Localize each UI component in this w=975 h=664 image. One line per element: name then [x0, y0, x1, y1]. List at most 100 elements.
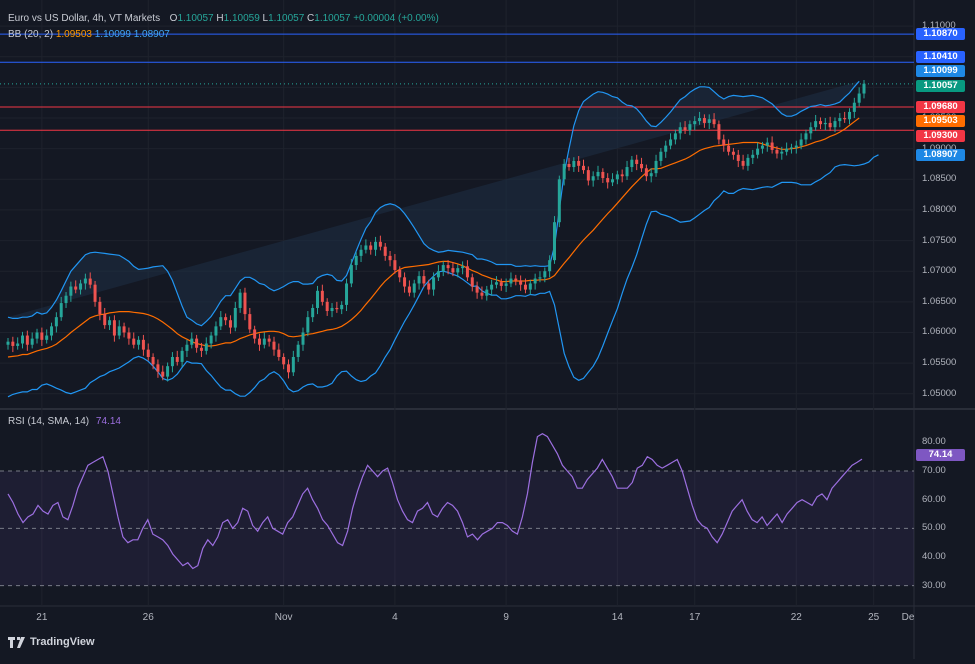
symbol-title[interactable]: Euro vs US Dollar, 4h, VT Markets	[8, 13, 161, 24]
candle-body	[533, 278, 537, 284]
candle-body	[141, 339, 145, 350]
candle-body	[630, 159, 634, 168]
candle-body	[383, 246, 387, 256]
price-badge-1-10870: 1.10870	[916, 28, 965, 40]
candle-body	[765, 142, 769, 146]
candle-body	[727, 145, 731, 152]
candle-body	[814, 121, 818, 128]
candle-body	[16, 343, 20, 346]
candle-body	[693, 121, 697, 125]
candle-body	[596, 171, 600, 177]
candle-body	[669, 139, 673, 146]
candle-body	[219, 317, 223, 327]
candle-body	[11, 341, 15, 346]
candle-body	[291, 356, 295, 373]
candle-body	[195, 338, 199, 348]
price-badge-last-close: 1.10057	[916, 80, 965, 92]
candle-body	[741, 160, 745, 166]
candle-body	[296, 344, 300, 357]
candle-body	[6, 341, 10, 345]
candle-body	[640, 163, 644, 169]
candle-body	[320, 290, 324, 302]
candle-body	[789, 147, 793, 149]
candle-body	[490, 284, 494, 290]
time-tick-label: 4	[392, 612, 398, 623]
candle-body	[799, 139, 803, 146]
candle-body	[702, 118, 706, 123]
time-tick-label: 17	[689, 612, 701, 623]
candle-body	[833, 121, 837, 128]
bb-basis-line	[7, 117, 860, 358]
candle-body	[374, 241, 378, 250]
candle-body	[756, 148, 760, 155]
candle-body	[330, 307, 334, 312]
open-label: O	[169, 13, 178, 24]
rsi-value: 74.14	[95, 416, 121, 427]
candle-body	[635, 159, 639, 164]
candle-body	[456, 268, 460, 273]
candle-body	[722, 139, 726, 146]
tradingview-logo-icon	[8, 636, 25, 648]
candle-body	[21, 335, 25, 344]
candle-body	[785, 148, 789, 152]
candle-body	[257, 338, 261, 345]
candle-body	[98, 301, 102, 315]
candle-body	[557, 179, 561, 223]
candle-body	[180, 350, 184, 362]
candle-body	[465, 266, 469, 278]
candle-body	[582, 165, 586, 171]
candle-body	[112, 320, 116, 336]
candle-body	[678, 127, 682, 134]
tradingview-logo[interactable]: TradingView	[8, 636, 95, 648]
price-badge-bb-basis: 1.09503	[916, 115, 965, 127]
candle-body	[83, 278, 87, 284]
candle-body	[731, 151, 735, 155]
low-label: L	[262, 13, 269, 24]
candle-body	[543, 271, 547, 278]
candle-body	[625, 167, 629, 177]
candle-body	[659, 151, 663, 161]
candle-body	[586, 170, 590, 181]
candle-body	[514, 278, 518, 281]
time-tick-label: 25	[868, 612, 880, 623]
price-badge-1-09680: 1.09680	[916, 101, 965, 113]
candle-body	[122, 326, 126, 333]
candle-body	[364, 245, 368, 250]
price-tick-label: 1.07000	[922, 265, 957, 277]
candle-body	[54, 317, 58, 327]
candle-body	[282, 356, 286, 365]
bb-legend[interactable]: BB (20, 2) 1.09503 1.10099 1.08907	[8, 29, 170, 40]
candle-body	[717, 124, 721, 140]
candle-body	[620, 174, 624, 177]
candle-body	[204, 343, 208, 351]
price-tick-label: 1.08000	[922, 203, 957, 215]
candle-body	[698, 118, 702, 122]
time-tick-label: 26	[142, 612, 154, 623]
candle-body	[88, 278, 92, 285]
candle-body	[809, 127, 813, 134]
bb-fill	[8, 81, 860, 326]
price-tick-label: 1.06500	[922, 295, 957, 307]
price-tick-label: 1.07500	[922, 234, 957, 246]
candle-body	[354, 255, 358, 266]
candle-body	[151, 356, 155, 365]
candle-body	[494, 282, 498, 285]
candle-body	[615, 174, 619, 180]
candle-body	[233, 307, 237, 328]
candle-body	[499, 282, 503, 286]
open-value: 1.10057	[177, 13, 214, 24]
candle-body	[403, 277, 407, 287]
candle-body	[190, 338, 194, 345]
candle-body	[562, 163, 566, 180]
candle-body	[775, 149, 779, 154]
candle-body	[214, 326, 218, 336]
candle-body	[262, 338, 266, 345]
rsi-legend[interactable]: RSI (14, SMA, 14) 74.14	[8, 416, 121, 427]
candle-body	[852, 102, 856, 112]
candle-body	[644, 168, 648, 177]
candle-body	[127, 332, 131, 339]
candle-body	[480, 292, 484, 296]
candle-body	[388, 255, 392, 261]
